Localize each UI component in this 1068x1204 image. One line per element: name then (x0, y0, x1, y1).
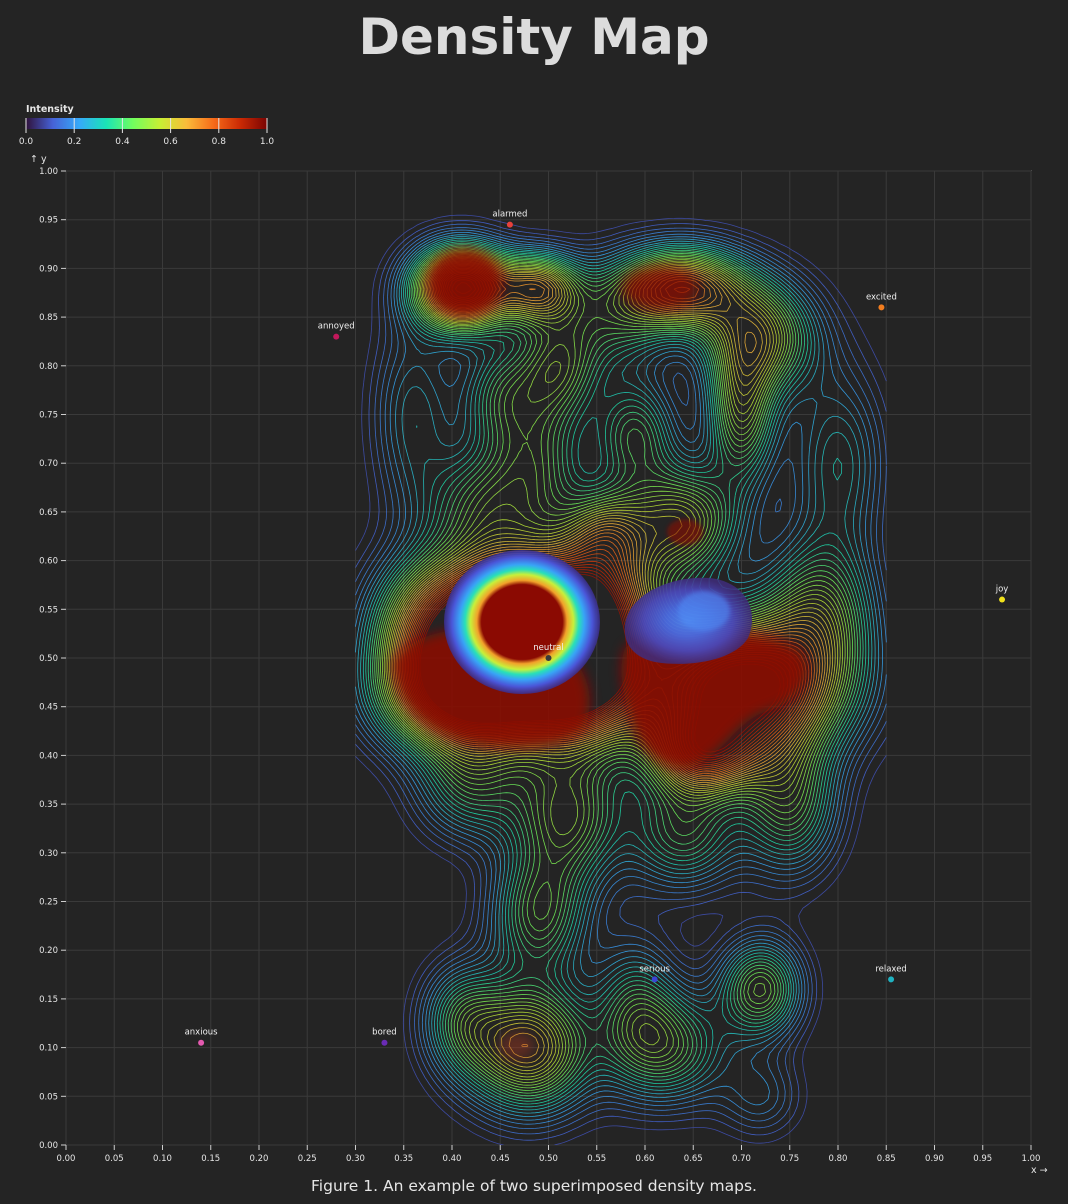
point-anxious (198, 1040, 204, 1046)
y-tick-label: 0.20 (39, 946, 58, 956)
x-tick-label: 0.80 (829, 1154, 848, 1164)
y-tick-label: 0.80 (39, 362, 58, 372)
y-tick-label: 0.05 (39, 1092, 58, 1102)
point-label: serious (639, 964, 670, 974)
figure-caption: Figure 1. An example of two superimposed… (0, 1177, 1068, 1195)
x-tick-label: 0.55 (587, 1154, 606, 1164)
y-tick-label: 0.50 (39, 654, 58, 664)
y-tick-label: 0.70 (39, 459, 58, 469)
y-tick-label: 0.65 (39, 508, 58, 518)
hot-region-top-left (427, 248, 503, 316)
x-tick-label: 0.40 (443, 1154, 462, 1164)
point-annoyed (333, 334, 339, 340)
x-tick-label: 0.90 (925, 1154, 944, 1164)
x-tick-label: 0.85 (877, 1154, 896, 1164)
point-label: relaxed (875, 964, 907, 974)
y-tick-label: 0.55 (39, 605, 58, 615)
y-tick-label: 0.40 (39, 751, 58, 761)
y-tick-label: 0.30 (39, 849, 58, 859)
y-tick-label: 0.90 (39, 264, 58, 274)
point-neutral (546, 655, 552, 661)
x-tick-label: 0.25 (298, 1154, 317, 1164)
y-tick-label: 0.60 (39, 557, 58, 567)
x-tick-label: 0.50 (539, 1154, 558, 1164)
x-tick-label: 0.70 (732, 1154, 751, 1164)
point-label: excited (866, 292, 897, 302)
x-tick-label: 0.05 (105, 1154, 124, 1164)
x-tick-label: 0.30 (346, 1154, 365, 1164)
x-axis-label: x → (1031, 1165, 1048, 1176)
hot-region-mid (667, 519, 703, 545)
colorbar-tick-label: 0.2 (67, 137, 81, 147)
colorbar-tick-label: 0.4 (115, 137, 130, 147)
point-label: joy (995, 585, 1009, 595)
x-tick-label: 0.10 (153, 1154, 172, 1164)
y-tick-label: 0.10 (39, 1044, 58, 1054)
colorbar: Intensity 0.0 0.2 0.4 0.6 0.8 1.0 (19, 104, 275, 147)
point-label: alarmed (492, 210, 527, 220)
y-tick-label: 0.85 (39, 313, 58, 323)
y-tick-label: 0.35 (39, 800, 58, 810)
point-label: annoyed (318, 322, 355, 332)
x-tick-label: 0.60 (636, 1154, 655, 1164)
x-tick-label: 0.35 (394, 1154, 413, 1164)
point-label: anxious (185, 1028, 219, 1038)
colorbar-tick-label: 0.0 (19, 137, 34, 147)
y-tick-label: 0.45 (39, 703, 58, 713)
point-alarmed (507, 222, 513, 228)
point-excited (878, 304, 884, 310)
blue-density-core (678, 591, 730, 631)
colorbar-ramp (26, 118, 267, 129)
colorbar-tick-label: 1.0 (260, 137, 275, 147)
x-tick-label: 1.00 (1022, 1154, 1041, 1164)
point-bored (381, 1040, 387, 1046)
colorbar-tick-label: 0.8 (212, 137, 227, 147)
x-tick-label: 0.75 (780, 1154, 799, 1164)
colorbar-label: Intensity (26, 104, 74, 115)
point-joy (999, 597, 1005, 603)
point-label: bored (372, 1028, 397, 1038)
point-relaxed (888, 976, 894, 982)
y-tick-label: 0.15 (39, 995, 58, 1005)
x-tick-label: 0.15 (201, 1154, 220, 1164)
hot-region-top-right (622, 266, 698, 310)
x-tick-label: 0.65 (684, 1154, 703, 1164)
x-tick-label: 0.95 (973, 1154, 992, 1164)
y-tick-label: 1.00 (39, 167, 58, 177)
point-label: neutral (533, 643, 563, 653)
filled-density-peak (444, 550, 600, 694)
y-tick-label: 0.95 (39, 216, 58, 226)
x-tick-label: 0.20 (250, 1154, 269, 1164)
y-tick-label: 0.75 (39, 411, 58, 421)
y-tick-label: 0.00 (39, 1141, 58, 1151)
x-tick-label: 0.45 (491, 1154, 510, 1164)
y-axis-label: ↑ y (30, 154, 47, 165)
x-tick-label: 0.00 (57, 1154, 76, 1164)
y-tick-label: 0.25 (39, 898, 58, 908)
colorbar-tick-label: 0.6 (163, 137, 178, 147)
warm-region-bottom (499, 1032, 535, 1060)
point-serious (652, 976, 658, 982)
